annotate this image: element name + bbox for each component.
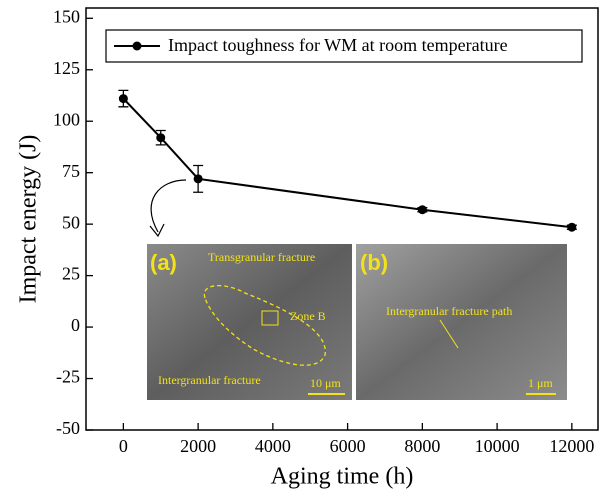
zone-box bbox=[261, 310, 279, 326]
x-tick-label: 4000 bbox=[255, 436, 291, 456]
inset-label: (b) bbox=[360, 250, 388, 275]
x-tick-label: 12000 bbox=[549, 436, 594, 456]
y-tick-label: -25 bbox=[56, 367, 80, 387]
x-tick-label: 2000 bbox=[180, 436, 216, 456]
y-tick-label: 100 bbox=[53, 109, 80, 129]
annotation: Zone B bbox=[290, 309, 326, 323]
inset-a: (a) Transgranular fracture Zone B Interg… bbox=[147, 244, 352, 400]
y-tick-label: 25 bbox=[62, 264, 80, 284]
marker bbox=[193, 174, 203, 184]
annotation: Transgranular fracture bbox=[208, 250, 315, 264]
annotation: Intergranular fracture path bbox=[386, 304, 512, 318]
pointer bbox=[439, 319, 459, 349]
inset-label: (a) bbox=[150, 250, 177, 275]
arrow bbox=[150, 179, 187, 233]
marker bbox=[567, 222, 577, 232]
inset-b: (b) Intergranular fracture path 1 μm bbox=[356, 244, 567, 400]
y-tick-label: 150 bbox=[53, 6, 80, 26]
sem-image bbox=[356, 244, 567, 400]
marker bbox=[417, 205, 427, 215]
scale-bar-label: 10 μm bbox=[310, 376, 341, 390]
marker bbox=[156, 133, 166, 143]
x-tick-label: 6000 bbox=[330, 436, 366, 456]
legend-marker bbox=[132, 41, 142, 51]
x-tick-label: 8000 bbox=[404, 436, 440, 456]
legend: Impact toughness for WM at room temperat… bbox=[105, 29, 583, 63]
scale-bar-label: 1 μm bbox=[528, 376, 553, 390]
y-axis-label: Impact energy (J) bbox=[16, 135, 42, 304]
y-tick-label: 0 bbox=[71, 315, 80, 335]
y-tick-label: 50 bbox=[62, 212, 80, 232]
x-tick-label: 10000 bbox=[475, 436, 520, 456]
plot-frame bbox=[85, 7, 599, 431]
x-tick-label: 0 bbox=[119, 436, 128, 456]
sem-image bbox=[147, 244, 352, 400]
y-tick-label: 75 bbox=[62, 161, 80, 181]
arrow-head bbox=[149, 223, 165, 238]
series-line bbox=[122, 97, 572, 229]
y-tick-label: 125 bbox=[53, 58, 80, 78]
annotation: Intergranular fracture bbox=[158, 373, 261, 387]
marker bbox=[118, 94, 128, 104]
legend-box bbox=[105, 29, 583, 63]
legend-label: Impact toughness for WM at room temperat… bbox=[168, 35, 508, 55]
x-axis-label: Aging time (h) bbox=[271, 464, 414, 490]
outline bbox=[203, 285, 326, 366]
y-tick-label: -50 bbox=[56, 418, 80, 438]
